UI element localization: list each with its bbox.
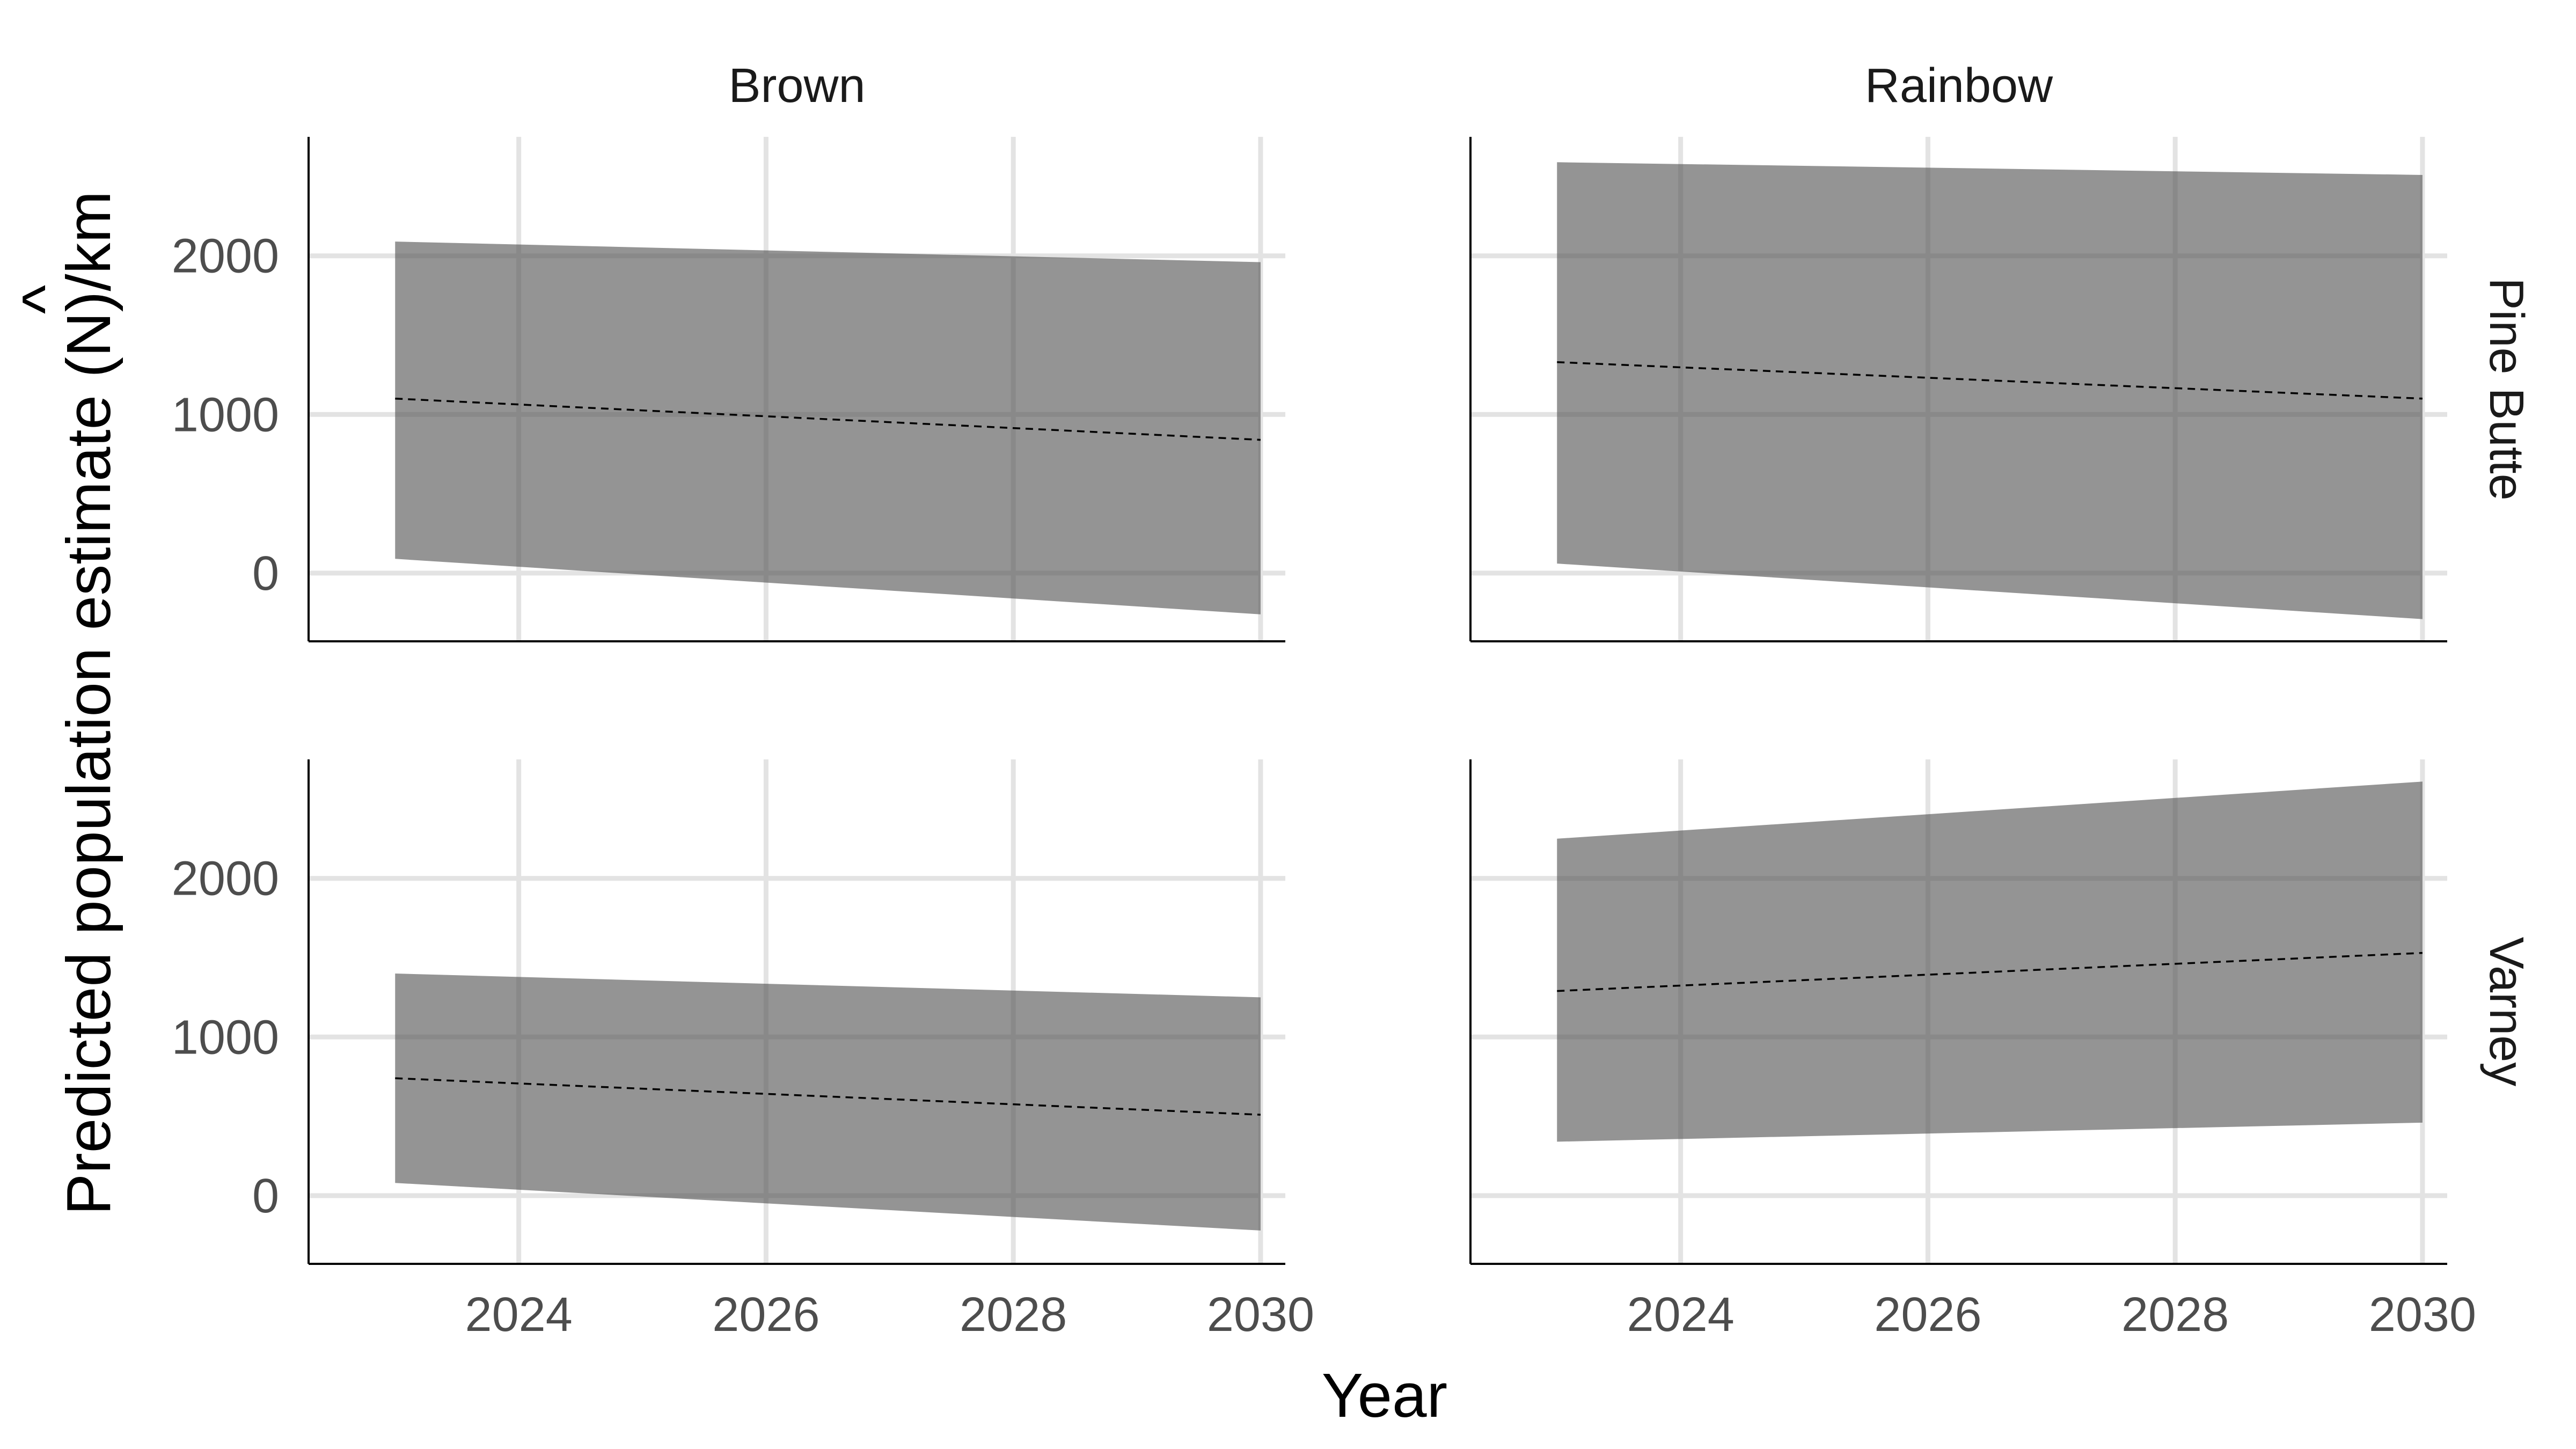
y-axis-title-hat-group: ^ [9,285,79,314]
panel-rainbow-varney: 2024 2026 2028 2030 [1469,759,2476,1342]
x-axis-title: Year [1322,1360,1447,1430]
y-axis-title-suffix: )/km [54,191,123,312]
estimate-line-rainbow-pine-butte [1557,361,2423,400]
x-tick-label: 2026 [1874,1288,1981,1342]
facet-strip-brown: Brown [728,59,865,113]
facet-strip-rainbow: Rainbow [1865,59,2053,113]
ribbon-brown-varney [395,974,1261,1231]
ribbon-rainbow-varney [1557,781,2423,1142]
y-axis-title-prefix: Predicted population estimate ( [54,357,123,1215]
ribbon-rainbow-pine-butte [1557,162,2423,619]
x-tick-label: 2026 [712,1288,819,1342]
x-tick-label: 2030 [2369,1288,2476,1342]
y-axis-title-symbol: N [54,312,123,357]
facet-strip-varney: Varney [2479,937,2533,1086]
y-tick-label: 2000 [172,230,279,283]
y-axis-title: Predicted population estimate (N)/km [54,191,123,1215]
y-tick-label: 0 [252,1169,279,1223]
panel-rainbow-pine-butte [1469,137,2447,642]
estimate-line-brown-varney [395,1077,1261,1116]
x-tick-label: 2024 [1627,1288,1735,1342]
svg-text:Predicted population estimate: Predicted population estimate (N)/km [54,191,123,1215]
x-tick-label: 2024 [465,1288,573,1342]
estimate-line-rainbow-varney [1557,952,2423,992]
x-tick-label: 2030 [1207,1288,1314,1342]
y-axis-title-hat: ^ [9,285,79,314]
y-tick-label: 2000 [172,852,279,906]
estimate-line-brown-pine-butte [395,397,1261,441]
x-tick-label: 2028 [2121,1288,2229,1342]
y-tick-label: 1000 [172,1011,279,1064]
y-tick-label: 0 [252,547,279,601]
x-tick-label: 2028 [960,1288,1067,1342]
facet-strip-pine-butte: Pine Butte [2479,277,2533,500]
ribbon-brown-pine-butte [395,241,1261,614]
y-tick-label: 1000 [172,388,279,442]
panel-brown-pine-butte: 0 1000 2000 [172,137,1285,642]
panel-brown-varney: 0 1000 2000 2024 2026 2028 2030 [172,759,1314,1342]
